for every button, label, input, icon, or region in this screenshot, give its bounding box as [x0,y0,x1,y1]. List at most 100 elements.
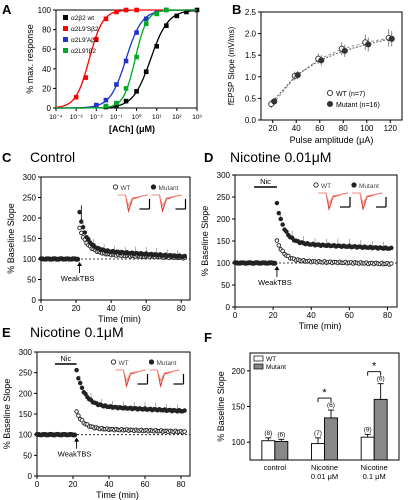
chart-a-point [123,86,129,91]
chart-d-stim-arrowhead [274,266,280,270]
chart-b-ylabel: fEPSP Slope (mV/ms) [227,26,236,105]
chart-a-ylabel: % max. response [25,24,35,94]
chart-a-point [103,97,109,103]
chart-b-legend-marker [326,100,334,108]
chart-d-drug-label: Nic [260,177,271,186]
chart-a-point [134,30,139,35]
chart-b-ytick-label: 0.0 [245,116,257,125]
chart-c-xtick-label: 80 [177,304,186,313]
chart-a-xtick-label: 10⁻³ [70,114,84,121]
chart-c-xlabel: Time (min) [98,314,141,324]
chart-c-ytick-label: 100 [23,255,37,264]
chart-d-xtick-label: 0 [233,311,238,320]
chart-d-point [280,248,285,254]
chart-c-stim-arrowhead [77,262,83,266]
chart-c-point [77,225,82,231]
chart-d-point [276,210,282,216]
chart-a-point [103,16,109,22]
chart-a-legend-label: α2L9'Iβ2 [71,48,96,55]
chart-c-point [86,237,91,242]
chart-e-point [74,409,79,414]
chart-c-xtick-label: 60 [142,304,151,313]
chart-a-xtick-label: 10⁻¹ [110,114,124,121]
panel-title-c: Control [30,149,76,165]
chart-b-point [388,35,395,42]
chart-e-legend-mut: Mutant [157,360,177,367]
chart-d-xlabel: Time (min) [299,321,342,331]
chart-d-point [272,260,278,266]
chart-f-n-label: (6) [277,431,285,438]
chart-a-point [123,58,129,64]
chart-e-ytick-label: 50 [23,451,32,460]
chart-e-trace-pink [149,369,180,383]
chart-e-ylabel: % Baseline Slope [2,379,12,450]
chart-a-point [123,98,129,104]
chart-d-point [274,200,280,206]
chart-e-xtick-label: 60 [141,480,150,489]
chart-f-ytick-label: 200 [232,367,246,376]
chart-e-trace-pink [115,369,146,383]
chart-e-point [182,429,187,434]
chart-f-sig-star: * [372,361,377,373]
chart-e-drug-label: Nic [60,354,71,363]
chart-d-point [284,229,289,234]
chart-c-point [182,253,187,259]
chart-a-point [143,69,149,75]
chart-a-legend-marker [63,15,68,20]
chart-c-xtick-label: 0 [39,304,44,313]
chart-a-legend-marker [63,26,68,31]
chart-a-point [93,37,99,42]
chart-d-stim-label: WeakTBS [258,278,292,287]
chart-b-point [294,72,301,79]
chart-a-legend-marker [63,37,68,42]
chart-d-trace-pink [352,192,383,206]
chart-f-category-label: 0.1 μM [363,472,386,481]
chart-d-xtick-label: 80 [383,311,392,320]
chart-e-ytick-label: 100 [19,431,33,440]
chart-e-legend-wt-marker [110,359,117,365]
chart-f-legend-label: Mutant [266,364,286,371]
panel-title-e: Nicotine 0.1μM [30,324,124,340]
chart-b-ytick-label: 1.5 [245,51,257,60]
chart-d-ytick-label: 0 [226,303,231,312]
chart-b-xtick-label: 80 [339,124,348,133]
chart-f-legend-swatch [253,363,264,370]
chart-c-legend-wt: WT [121,185,131,192]
chart-d-point [389,245,394,251]
chart-f-n-label: (8) [264,430,272,437]
chart-b-frame [260,11,403,121]
chart-d-ytick-label: 300 [217,171,231,180]
chart-c-point [82,230,88,235]
chart-c-xtick-label: 40 [107,304,116,313]
chart-a-point [123,7,129,13]
chart-a-ytick-label: 100 [38,6,52,15]
chart-a-point [114,9,119,15]
chart-f-ytick-label: 150 [232,403,246,412]
chart-a-ytick-label: 20 [42,84,51,93]
chart-f-legend-label: WT [266,356,276,363]
chart-d-ytick-label: 200 [217,215,231,224]
chart-d-ylabel: % Baseline Slope [200,206,210,277]
chart-a-legend-label: α2L9'Sβ2 [71,26,99,33]
chart-a-point [154,11,160,17]
chart-c-stim-label: WeakTBS [61,274,95,283]
chart-f-n-label: (6) [327,402,335,409]
chart-b-point [341,47,348,54]
chart-a-legend-marker [63,48,68,53]
chart-d-legend-wt-marker [313,182,319,188]
chart-c-point [79,219,84,224]
chart-e-point [79,385,85,391]
chart-f-category-label: Nicotine [311,463,338,472]
chart-e-legend-mut-marker [148,359,155,365]
chart-b-point [271,98,278,105]
chart-f-ytick-label: 100 [232,438,246,447]
chart-c-ytick-label: 200 [23,214,37,223]
chart-d-legend-mut: Mutant [359,183,379,190]
panel-letter-f: F [204,330,212,345]
chart-a-point [83,75,89,80]
chart-c-point [75,256,81,262]
chart-a-xlabel: [ACh] (μM) [109,124,155,134]
chart-e-ytick-label: 150 [19,410,33,419]
chart-d-point [280,222,285,227]
